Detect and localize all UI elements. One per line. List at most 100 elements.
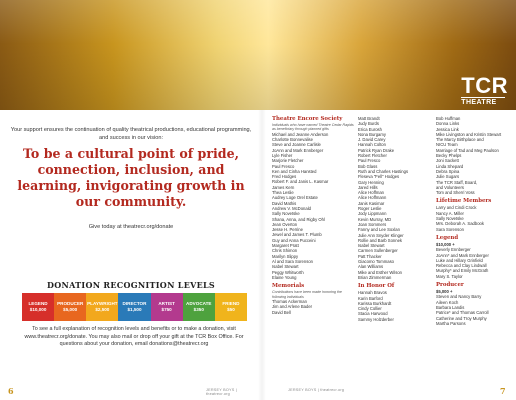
levels-title: DONATION RECOGNITION LEVELS (46, 280, 215, 290)
memorial-name: Robert Fletcher (358, 153, 387, 159)
memorial-name: Paul Fresco (358, 158, 381, 164)
memorial-name: Julie Ann Snyder Klinger (358, 232, 404, 238)
level-legend: LEGEND $10,000 (22, 293, 55, 321)
encore-name: James Kern (272, 184, 295, 190)
memorial-name: Bob Glass (358, 163, 378, 169)
encore-name: Shana, Anna, and Rigby Ohl (272, 216, 325, 222)
producer-donor-name: Martha Parsons (436, 320, 466, 326)
lifetime-member-name: Larry and Cindi Crock (436, 205, 477, 211)
encore-name: Jean Overton (272, 221, 298, 227)
encore-name: Steve and Joanne Carlisle (272, 142, 321, 148)
memorial-name: Mike and Esther Wilson (358, 269, 402, 275)
legend-amount: $10,000 + (436, 241, 455, 247)
level-playwright: PLAYWRIGHT $2,500 (86, 293, 119, 321)
gold-banner (0, 0, 516, 110)
memorials-title: Memorials (272, 283, 305, 290)
memorial-name: Jared Hills (358, 184, 378, 190)
producer-amount: $5,000 + (436, 289, 453, 295)
encore-name: JoAnn and Mark Ennberger (272, 147, 324, 153)
page-number-left: 6 (8, 386, 14, 396)
memorial-name: David Bell (272, 309, 291, 315)
level-amount: $10,000 (29, 307, 47, 312)
level-name: PLAYWRIGHT (87, 301, 118, 306)
footer-left: JERSEY BOYS | theatrecr.org (206, 388, 237, 396)
level-name: FRIEND (222, 301, 240, 306)
legend-donor-name: Beverly Ennberger (436, 247, 471, 253)
honor-name: Hannah Bravos (358, 290, 387, 296)
encore-name: Lyle Fisher (272, 153, 293, 158)
legend-donor-name: Murphy* and Emily McGrath (436, 268, 489, 274)
memorial-name: Roger Leslie (358, 206, 382, 212)
producer-donor-name: Catherine and Troy Murphy (436, 315, 487, 321)
encore-name: Paul Fresco (272, 163, 295, 169)
encore-name: Audrey Loge Orel Estate (272, 195, 318, 201)
lifetime-member-name: Nancy A. Miller (436, 210, 464, 216)
producer-donor-name: Patrice* and Thomas Carroll (436, 310, 489, 316)
encore-name: Peggy Whitworth (272, 269, 304, 275)
memorial-name: Patt Thacker (358, 253, 382, 259)
memorial-name: Carmen Sullenberger (358, 248, 398, 254)
encore-name: Guy and Anna Pucceini (272, 237, 316, 243)
logo-subtext: THEATRE (461, 99, 497, 106)
memorial-name: Alice Hoffman (358, 190, 384, 196)
level-friend: FRIEND $50 (214, 293, 247, 321)
memorial-name: Judy Burds (358, 121, 379, 127)
level-producer: PRODUCER $5,000 (54, 293, 87, 321)
honor-title: In Honor Of (358, 283, 395, 290)
memorial-name: Rollie and Barb Sonnek (358, 237, 402, 243)
memorial-name: Alice Hoffmann (358, 195, 387, 201)
honor-name: Karissa Burkhardt (358, 300, 392, 306)
encore-name: Fred Hodges (272, 174, 297, 180)
encore-name: Margaret Pratt (272, 243, 299, 249)
level-director: DIRECTOR $1,500 (118, 293, 151, 321)
legend-title: Legend (436, 234, 459, 241)
memorial-name: Alan Williams (358, 264, 384, 270)
encore-name: Charlotte Bonnevalise (272, 137, 313, 143)
honor-name: Stacia Harwood (358, 311, 388, 317)
honor-name: The TCR Staff, Board, (436, 179, 478, 185)
memorial-name: Fanny and Lee Soxlan (358, 227, 400, 233)
level-name: ADVOCATE (186, 301, 212, 306)
honor-name: Debra Spina (436, 168, 460, 174)
legend-donor-name: JoAnn* and Mark Ennberger (436, 252, 489, 258)
right-column-3: Bob Huffman Donna Links Jessica Link Mike L… (436, 116, 510, 326)
lifetime-member-name: Mrs. Deborah A. Sadbook (436, 221, 484, 227)
lifetime-member-name: Sara Sorenson (436, 226, 464, 232)
memorial-name: J. David Carey (358, 137, 386, 143)
memorial-name: Giacomo Tommaso (358, 259, 394, 265)
encore-name: Al and Sara Sorenson (272, 258, 313, 264)
page-gutter (258, 110, 266, 400)
encore-name: Sally Novetske (272, 211, 300, 217)
encore-name: Elaine Young (272, 274, 297, 280)
recognition-levels-bar: LEGEND $10,000 PRODUCER $5,000 PLAYWRIGHT $2,… (22, 293, 247, 321)
level-amount: $350 (193, 307, 204, 312)
left-page: Your support ensures the continuation of… (0, 110, 262, 400)
memorial-name: Janis Kasimar (358, 200, 385, 206)
memorial-name: Isabel Stewart (358, 243, 385, 249)
honor-name: and Volunteers (436, 184, 464, 190)
encore-name: Marilyn Slippy (272, 253, 299, 259)
memorial-name: Kevin Murray, MD (358, 216, 392, 222)
level-name: DIRECTOR (122, 301, 147, 306)
encore-name: Robert F. and Janis L. Kasmar (272, 179, 329, 185)
encore-name: Michael and Jeanne Anderson (272, 131, 329, 137)
page-number-right: 7 (500, 386, 506, 396)
honor-name: Marriage of Tad and Meg Paulson (436, 147, 499, 153)
producer-title: Producer (436, 282, 464, 289)
memorials-subtitle: Contributions have been made honoring th… (272, 290, 342, 299)
level-name: LEGEND (28, 301, 48, 306)
honor-name: Joni Sackett (436, 158, 459, 164)
lifetime-member-name: Sally Novetske (436, 216, 464, 222)
level-artist: ARTIST $750 (150, 293, 183, 321)
give-text: Give today at theatrecr.org/donate (88, 224, 174, 230)
memorial-name: Ruth and Charles Hastings (358, 168, 409, 174)
memorial-name: Hannah Colton (358, 142, 386, 148)
level-amount: $2,500 (95, 307, 110, 312)
encore-name: Andrew V. McDonald (272, 205, 311, 211)
honor-name: Cindy Collier (358, 306, 382, 312)
producer-donor-name: Barbara Landis (436, 304, 465, 310)
honor-name: Mike Livingston and Kristin Stewart (436, 131, 502, 137)
legend-donor-name: Mary S. Taylor (436, 273, 463, 279)
encore-name: Jewel and James T. Plumb (272, 232, 322, 238)
level-amount: $750 (161, 307, 172, 312)
